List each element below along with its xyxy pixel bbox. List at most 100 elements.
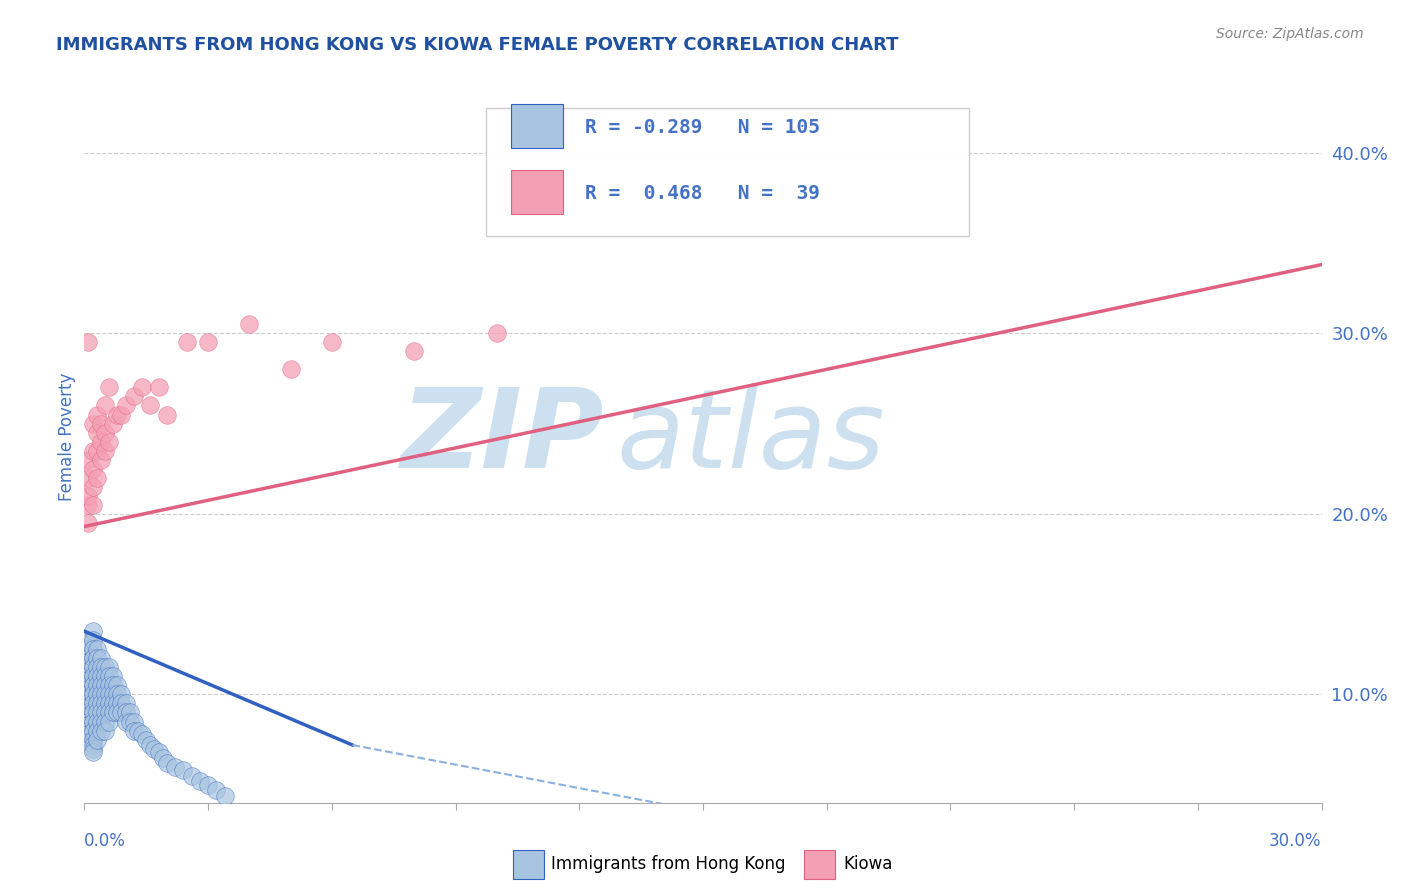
- Point: [77, 700, 100, 714]
- Point: [77, 723, 100, 738]
- Point: [77, 633, 100, 648]
- Point: [122, 723, 145, 738]
- Point: [82, 678, 104, 692]
- Point: [114, 697, 136, 711]
- Point: [98, 669, 121, 683]
- Point: [86, 697, 108, 711]
- Point: [103, 678, 125, 692]
- Text: 0.0%: 0.0%: [84, 832, 127, 850]
- Point: [82, 443, 104, 458]
- Point: [77, 691, 100, 706]
- Point: [103, 669, 125, 683]
- Point: [105, 408, 128, 422]
- Point: [82, 498, 104, 512]
- Point: [77, 681, 100, 696]
- Point: [86, 669, 108, 683]
- Point: [105, 678, 128, 692]
- Point: [86, 471, 108, 485]
- Point: [105, 688, 128, 702]
- Point: [110, 688, 132, 702]
- Point: [77, 452, 100, 467]
- Point: [77, 697, 100, 711]
- Point: [485, 326, 508, 341]
- Point: [77, 516, 100, 530]
- Point: [86, 651, 108, 665]
- Point: [90, 669, 112, 683]
- Point: [94, 723, 117, 738]
- FancyBboxPatch shape: [486, 108, 969, 235]
- Point: [82, 738, 104, 752]
- Point: [148, 380, 170, 394]
- Point: [94, 697, 117, 711]
- Point: [86, 408, 108, 422]
- Point: [82, 741, 104, 756]
- Point: [98, 380, 121, 394]
- Point: [77, 498, 100, 512]
- Point: [404, 344, 426, 359]
- Point: [90, 678, 112, 692]
- Point: [98, 697, 121, 711]
- Point: [152, 750, 174, 764]
- Point: [82, 624, 104, 639]
- Point: [86, 443, 108, 458]
- Point: [77, 655, 100, 669]
- Point: [90, 714, 112, 729]
- Point: [82, 732, 104, 747]
- Point: [90, 660, 112, 674]
- Text: atlas: atlas: [616, 384, 884, 491]
- Bar: [512, 170, 564, 214]
- Point: [205, 783, 228, 797]
- Point: [90, 697, 112, 711]
- Point: [90, 706, 112, 720]
- Point: [82, 745, 104, 759]
- Point: [90, 434, 112, 449]
- Point: [118, 714, 141, 729]
- Point: [82, 706, 104, 720]
- Bar: [512, 104, 564, 148]
- Point: [114, 714, 136, 729]
- Point: [139, 738, 162, 752]
- Point: [86, 706, 108, 720]
- Point: [127, 723, 149, 738]
- Point: [90, 417, 112, 431]
- Point: [94, 688, 117, 702]
- Point: [118, 706, 141, 720]
- Point: [135, 732, 157, 747]
- Point: [214, 789, 236, 803]
- Point: [77, 709, 100, 723]
- Point: [103, 706, 125, 720]
- Point: [86, 723, 108, 738]
- Point: [77, 471, 100, 485]
- Point: [94, 425, 117, 440]
- Point: [86, 660, 108, 674]
- Point: [110, 408, 132, 422]
- Point: [77, 664, 100, 678]
- Point: [86, 732, 108, 747]
- Y-axis label: Female Poverty: Female Poverty: [58, 373, 76, 501]
- Point: [131, 727, 153, 741]
- Point: [77, 688, 100, 702]
- Point: [82, 714, 104, 729]
- Point: [94, 678, 117, 692]
- Point: [82, 642, 104, 657]
- Point: [77, 714, 100, 729]
- Point: [77, 489, 100, 503]
- Point: [86, 678, 108, 692]
- Point: [77, 706, 100, 720]
- Point: [86, 688, 108, 702]
- Point: [77, 678, 100, 692]
- Point: [86, 642, 108, 657]
- Text: Source: ZipAtlas.com: Source: ZipAtlas.com: [1216, 27, 1364, 41]
- Point: [82, 633, 104, 648]
- Point: [98, 706, 121, 720]
- Point: [188, 774, 211, 789]
- Point: [94, 669, 117, 683]
- Point: [122, 389, 145, 403]
- Point: [98, 434, 121, 449]
- Text: IMMIGRANTS FROM HONG KONG VS KIOWA FEMALE POVERTY CORRELATION CHART: IMMIGRANTS FROM HONG KONG VS KIOWA FEMAL…: [56, 36, 898, 54]
- Point: [90, 723, 112, 738]
- Point: [176, 335, 198, 350]
- Point: [82, 417, 104, 431]
- Point: [156, 408, 179, 422]
- Point: [94, 399, 117, 413]
